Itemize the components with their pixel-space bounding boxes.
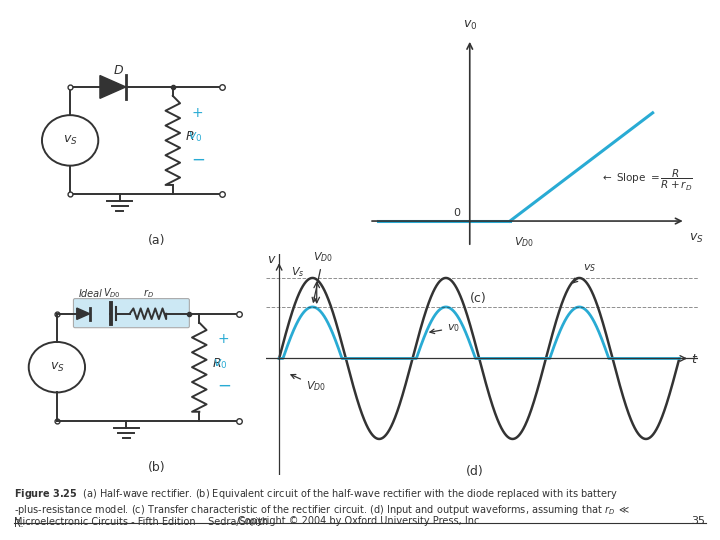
Text: $r_D$: $r_D$ bbox=[143, 287, 153, 300]
Text: $V_{D0}$: $V_{D0}$ bbox=[103, 287, 120, 300]
Text: $v_0$: $v_0$ bbox=[462, 19, 477, 32]
Text: $\leftarrow$ Slope $= \dfrac{R}{R + r_D}$: $\leftarrow$ Slope $= \dfrac{R}{R + r_D}… bbox=[600, 168, 693, 193]
Text: $V_{D0}$: $V_{D0}$ bbox=[291, 375, 325, 393]
Text: $V_{D0}$: $V_{D0}$ bbox=[312, 250, 333, 302]
Text: R: R bbox=[186, 130, 194, 144]
Text: $v_S$: $v_S$ bbox=[573, 262, 596, 283]
Text: 0: 0 bbox=[454, 207, 461, 218]
Text: 35: 35 bbox=[692, 516, 706, 526]
Text: Ideal: Ideal bbox=[78, 288, 102, 299]
Polygon shape bbox=[100, 76, 126, 98]
Text: $v_S$: $v_S$ bbox=[50, 361, 64, 374]
Text: $\bf{Figure\ 3.25}$  (a) Half-wave rectifier. (b) Equivalent circuit of the half: $\bf{Figure\ 3.25}$ (a) Half-wave rectif… bbox=[14, 487, 631, 529]
Text: $v_S$: $v_S$ bbox=[689, 232, 704, 245]
Text: −: − bbox=[191, 150, 205, 168]
Text: Copyright © 2004 by Oxford University Press, Inc.: Copyright © 2004 by Oxford University Pr… bbox=[238, 516, 482, 526]
Text: Microelectronic Circuits - Fifth Edition    Sedra/Smith: Microelectronic Circuits - Fifth Edition… bbox=[14, 516, 269, 526]
FancyBboxPatch shape bbox=[73, 299, 189, 328]
Text: $v_0$: $v_0$ bbox=[188, 131, 202, 145]
Text: R: R bbox=[212, 357, 221, 370]
Text: (d): (d) bbox=[467, 465, 484, 478]
Text: $v_0$: $v_0$ bbox=[212, 358, 227, 372]
Text: v: v bbox=[268, 253, 275, 266]
Polygon shape bbox=[77, 308, 90, 320]
Text: +: + bbox=[217, 333, 229, 347]
Text: D: D bbox=[113, 64, 123, 77]
Text: −: − bbox=[217, 377, 231, 395]
Text: t: t bbox=[691, 353, 696, 366]
Text: $v_0$: $v_0$ bbox=[430, 322, 460, 334]
Text: (a): (a) bbox=[148, 234, 165, 247]
Text: $v_S$: $v_S$ bbox=[63, 134, 78, 147]
Text: (c): (c) bbox=[470, 292, 487, 305]
Text: +: + bbox=[191, 106, 202, 120]
Text: $V_{D0}$: $V_{D0}$ bbox=[513, 235, 534, 249]
Text: $V_s$: $V_s$ bbox=[291, 265, 305, 279]
Text: (b): (b) bbox=[148, 461, 165, 474]
